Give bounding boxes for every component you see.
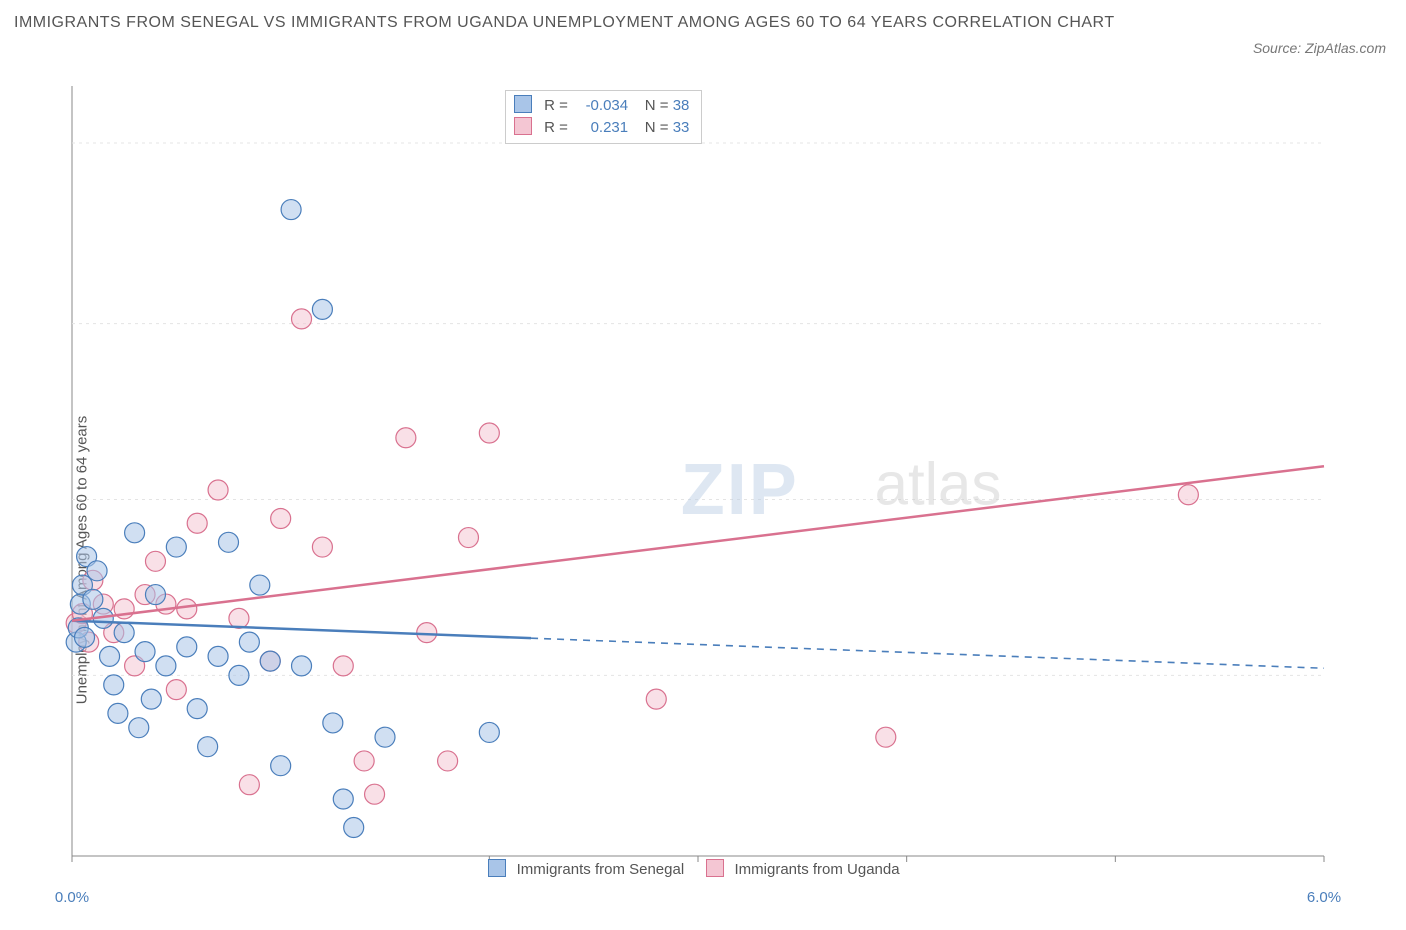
scatter-plot: ZIPatlas <box>60 80 1380 880</box>
series-legend: Immigrants from Senegal Immigrants from … <box>60 859 1310 878</box>
legend-row-uganda: R = 0.231 N = 33 <box>514 117 689 139</box>
legend-swatch-senegal <box>488 859 506 877</box>
legend-row-senegal: R = -0.034 N = 38 <box>514 95 689 117</box>
chart-title: IMMIGRANTS FROM SENEGAL VS IMMIGRANTS FR… <box>14 10 1134 36</box>
legend-swatch-uganda <box>514 117 532 135</box>
chart-header: IMMIGRANTS FROM SENEGAL VS IMMIGRANTS FR… <box>14 10 1392 36</box>
x-tick-label: 6.0% <box>1307 889 1341 906</box>
svg-text:ZIP: ZIP <box>681 450 799 530</box>
chart-source: Source: ZipAtlas.com <box>1253 40 1386 56</box>
legend-label-senegal: Immigrants from Senegal <box>517 861 685 878</box>
legend-swatch-senegal <box>514 95 532 113</box>
correlation-legend: R = -0.034 N = 38 R = 0.231 N = 33 <box>505 90 702 144</box>
chart-area: Unemployment Among Ages 60 to 64 years Z… <box>60 80 1380 880</box>
legend-swatch-uganda <box>706 859 724 877</box>
x-tick-label: 0.0% <box>55 889 89 906</box>
legend-label-uganda: Immigrants from Uganda <box>735 861 900 878</box>
